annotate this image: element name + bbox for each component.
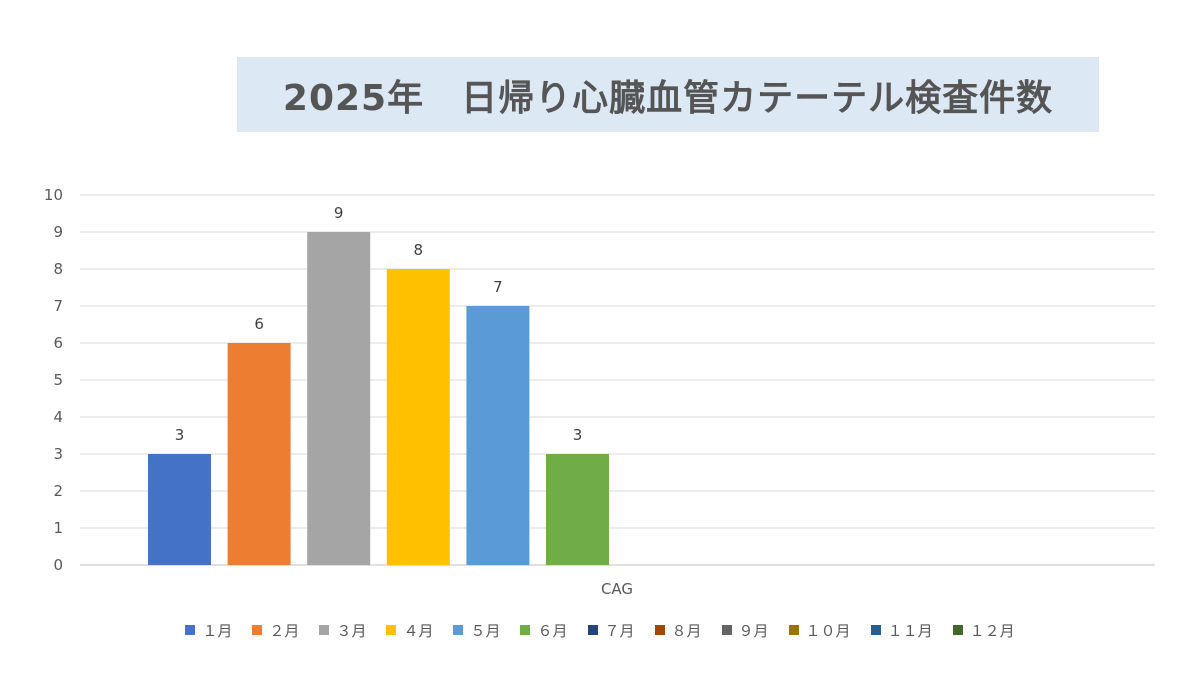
legend-item: １０月 (788, 620, 851, 641)
y-tick-label: 2 (53, 482, 63, 500)
legend-swatch (386, 625, 397, 635)
legend-swatch (185, 625, 196, 635)
legend-swatch (654, 625, 665, 635)
y-tick-label: 0 (53, 556, 63, 574)
x-category-label: CAG (601, 580, 633, 598)
bar (307, 232, 371, 565)
legend-swatch (453, 625, 464, 635)
legend-label: ８月 (671, 621, 702, 640)
legend-label: ２月 (269, 621, 300, 640)
bar (148, 454, 211, 565)
legend-item: ５月 (453, 620, 500, 641)
legend-label: ９月 (738, 621, 769, 640)
legend-item: ３月 (319, 620, 366, 641)
y-tick-label: 7 (53, 297, 63, 315)
data-label: 8 (414, 241, 424, 259)
legend-item: ９月 (721, 620, 769, 641)
data-label: 3 (175, 426, 185, 444)
legend-swatch (319, 625, 330, 635)
legend-item: １１月 (870, 620, 933, 641)
legend-item: ６月 (520, 620, 568, 641)
legend-label: ４月 (403, 621, 434, 640)
data-label: 9 (334, 204, 344, 222)
legend-item: ８月 (654, 620, 702, 641)
y-tick-label: 3 (53, 445, 63, 463)
bar (466, 306, 530, 565)
legend-swatch (870, 625, 881, 635)
legend-item: ７月 (587, 620, 635, 641)
y-tick-label: 8 (53, 260, 63, 278)
legend-swatch (252, 625, 263, 635)
y-tick-label: 9 (53, 223, 63, 241)
legend-swatch (587, 625, 598, 635)
chart-legend: １月 ２月 ３月 ４月 ５月 ６月 ７月 ８月 ９月 １０月 １１月 １２月 (0, 619, 1200, 641)
legend-label: １０月 (805, 621, 851, 640)
y-tick-label: 10 (44, 186, 63, 204)
data-label: 7 (493, 278, 503, 296)
chart-title: 2025年 日帰り心臓血管カテーテル検査件数 (282, 77, 1054, 119)
legend-swatch (721, 625, 732, 635)
bar (227, 343, 291, 565)
legend-label: ６月 (537, 621, 568, 640)
bar (546, 454, 609, 565)
y-tick-label: 1 (53, 519, 63, 537)
legend-item: １月 (185, 620, 232, 641)
legend-swatch (788, 625, 799, 635)
data-label: 6 (254, 315, 264, 333)
legend-swatch (952, 625, 963, 635)
legend-label: ３月 (336, 621, 367, 640)
bar (386, 269, 450, 565)
y-tick-label: 6 (53, 334, 63, 352)
legend-label: １月 (202, 621, 233, 640)
legend-swatch (520, 625, 531, 635)
y-tick-label: 4 (53, 408, 63, 426)
chart-title-box: 2025年 日帰り心臓血管カテーテル検査件数 (237, 57, 1099, 132)
data-label: 3 (573, 426, 583, 444)
legend-label: １２月 (969, 621, 1015, 640)
legend-item: １２月 (952, 620, 1015, 641)
y-tick-label: 5 (53, 371, 63, 389)
legend-item: ４月 (386, 620, 433, 641)
legend-item: ２月 (252, 620, 299, 641)
legend-label: ５月 (470, 621, 501, 640)
legend-label: ７月 (604, 621, 635, 640)
legend-label: １１月 (887, 621, 933, 640)
